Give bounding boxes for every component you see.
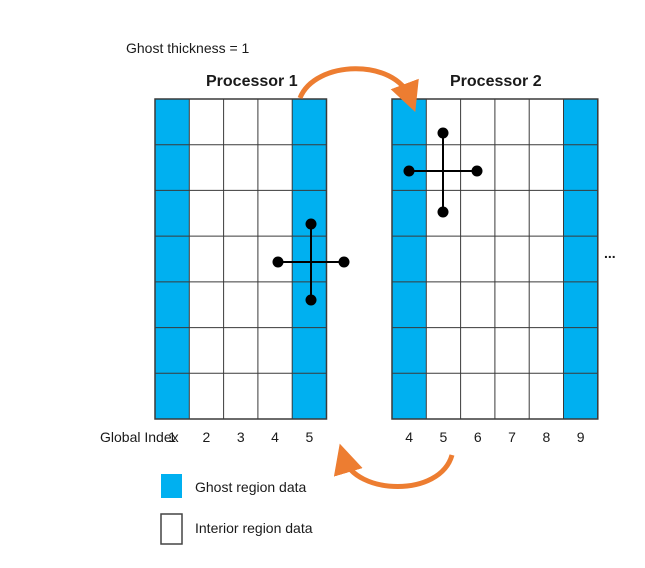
global-index-value: 1 [168, 429, 176, 445]
stencil-point [403, 165, 415, 177]
interior-column [460, 99, 495, 419]
global-index-value: 6 [474, 429, 482, 445]
global-index-value: 8 [542, 429, 550, 445]
exchange-arrow-bottom [333, 443, 455, 489]
processor2-index-labels: 4 5 6 7 8 9 [405, 429, 585, 445]
ghost-column [292, 99, 327, 419]
legend-interior-swatch [160, 513, 183, 545]
exchange-arrow-top [297, 66, 419, 113]
legend-interior-label: Interior region data [195, 520, 313, 536]
legend-ghost-swatch [161, 474, 182, 498]
stencil-processor1 [272, 218, 350, 306]
processor1-grid [154, 98, 328, 420]
grid-border [154, 98, 328, 420]
interior-column [494, 99, 530, 419]
stencil-point [305, 218, 317, 230]
global-index-value: 4 [271, 429, 279, 445]
ghost-thickness-label: Ghost thickness = 1 [126, 40, 250, 56]
global-index-value: 3 [237, 429, 245, 445]
interior-column [529, 99, 564, 419]
stencil-point [338, 256, 350, 268]
processor1-title: Processor 1 [206, 73, 298, 90]
stencil-point [437, 206, 449, 218]
stencil-point [471, 165, 483, 177]
stencil-point [437, 127, 449, 139]
continuation-ellipsis: ... [604, 245, 616, 261]
global-index-value: 5 [440, 429, 448, 445]
ghost-column [563, 99, 598, 419]
stencil-point [305, 294, 317, 306]
global-index-value: 5 [305, 429, 313, 445]
global-index-value: 2 [203, 429, 211, 445]
interior-column [189, 99, 224, 419]
stencil-point [272, 256, 284, 268]
processor2-grid [391, 98, 599, 420]
interior-column [223, 99, 258, 419]
legend-ghost-label: Ghost region data [195, 479, 307, 495]
processor2-title: Processor 2 [450, 73, 542, 90]
global-index-value: 7 [508, 429, 516, 445]
global-index-label: Global Index [100, 429, 179, 445]
ghost-column [155, 99, 190, 419]
stencil-processor2 [403, 127, 483, 218]
global-index-value: 4 [405, 429, 413, 445]
ghost-column [392, 99, 427, 419]
grid-border [391, 98, 599, 420]
global-index-value: 9 [577, 429, 585, 445]
processor1-index-labels: 1 2 3 4 5 [168, 429, 313, 445]
